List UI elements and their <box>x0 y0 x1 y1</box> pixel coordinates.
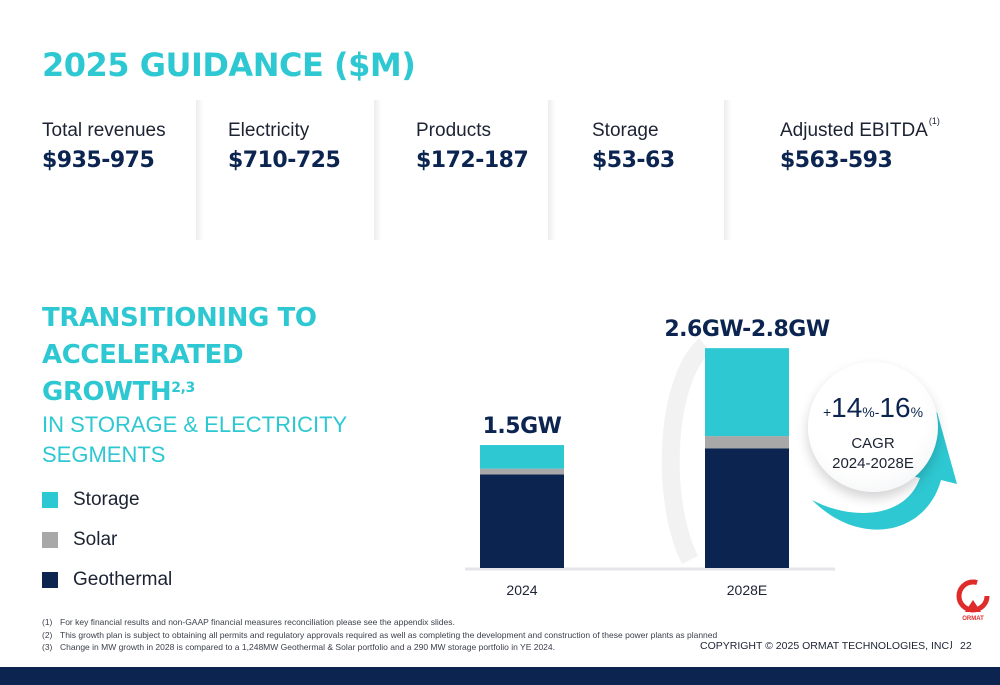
kpi-label: Total revenues <box>42 120 166 141</box>
kpi-products: Products $172-187 <box>416 120 529 173</box>
kpi-label: Products <box>416 120 491 141</box>
growth-arrow-icon <box>812 412 957 530</box>
footnote-number: (1) <box>42 617 53 627</box>
cagr-value: +14%-16% <box>808 392 938 424</box>
page-separator: I <box>950 640 953 651</box>
section-title-line: TRANSITIONING TO <box>42 303 317 333</box>
legend-label: Geothermal <box>73 569 173 590</box>
footnote-text: Change in MW growth in 2028 is compared … <box>60 642 555 652</box>
cagr-unit: % <box>910 404 924 420</box>
ormat-logo-icon <box>956 579 990 613</box>
bar-solar-2024 <box>480 468 564 475</box>
x-tick-label: 2024 <box>506 582 537 598</box>
logo-text: ORMAT <box>962 616 984 622</box>
footnote-ref: (1) <box>928 116 940 126</box>
x-tick-label: 2028E <box>727 582 767 598</box>
cagr-dash: - <box>874 404 880 420</box>
cagr-low: 14 <box>831 392 863 423</box>
footnote-ref: 2,3 <box>171 380 195 396</box>
footnote-text: This growth plan is subject to obtaining… <box>60 629 718 640</box>
bar-geothermal-2028e <box>705 448 789 568</box>
kpi-electricity: Electricity $710-725 <box>228 120 341 173</box>
kpi-storage: Storage $53-63 <box>592 120 675 173</box>
kpi-divider <box>724 100 732 240</box>
bar-geothermal-2024 <box>480 474 564 568</box>
kpi-label: Adjusted EBITDA(1) <box>780 116 940 142</box>
footnote-number: (2) <box>42 629 53 640</box>
footnote-text: For key financial results and non-GAAP f… <box>60 617 455 627</box>
section-title-line: ACCELERATED <box>42 340 244 370</box>
bar-total-label: 1.5GW <box>483 414 562 439</box>
kpi-row: Total revenues $935-975 Electricity $710… <box>0 100 1000 240</box>
kpi-label-text: Adjusted EBITDA <box>780 120 928 141</box>
kpi-value: $935-975 <box>42 148 155 173</box>
cagr-prefix: + <box>822 404 832 420</box>
kpi-divider <box>196 100 204 240</box>
decorative-shadow <box>661 338 712 565</box>
footnote: (1) For key financial results and non-GAA… <box>42 616 717 629</box>
kpi-adjusted-ebitda: Adjusted EBITDA(1) $563-593 <box>780 116 940 173</box>
legend-label: Solar <box>73 529 118 550</box>
bar-total-label: 2.6GW-2.8GW <box>664 317 829 342</box>
section-title-line-text: GROWTH <box>42 377 172 407</box>
kpi-divider <box>548 100 556 240</box>
legend-swatch <box>42 572 58 588</box>
footnote: (2) This growth plan is subject to obtain… <box>42 629 717 642</box>
section-title: TRANSITIONING TO ACCELERATED GROWTH2,3 <box>42 300 317 411</box>
kpi-value: $172-187 <box>416 148 529 173</box>
footnotes: (1) For key financial results and non-GAA… <box>42 616 717 654</box>
kpi-label: Storage <box>592 120 659 141</box>
legend-swatch <box>42 532 58 548</box>
cagr-label-line: CAGR <box>851 435 895 452</box>
legend-item-geothermal: Geothermal <box>42 569 173 590</box>
legend-swatch <box>42 492 58 508</box>
copyright: COPYRIGHT © 2025 ORMAT TECHNOLOGIES, INC… <box>700 640 953 652</box>
bar-storage-2024 <box>480 445 564 469</box>
cagr-label-line: 2024-2028E <box>832 455 914 472</box>
section-subtitle: IN STORAGE & ELECTRICITY SEGMENTS <box>42 412 347 467</box>
kpi-total-revenues: Total revenues $935-975 <box>42 120 166 173</box>
cagr-badge: +14%-16% CAGR 2024-2028E <box>808 362 938 492</box>
kpi-value: $563-593 <box>780 148 893 173</box>
cagr-high: 16 <box>879 392 911 423</box>
cagr-unit: % <box>862 404 875 420</box>
footnote: (3) Change in MW growth in 2028 is compar… <box>42 641 717 654</box>
page-title: 2025 GUIDANCE ($M) <box>42 46 416 84</box>
page-number: 22 <box>960 640 972 652</box>
legend-item-solar: Solar <box>42 529 172 550</box>
chart-legend: Storage Solar Geothermal <box>42 489 173 610</box>
kpi-value: $710-725 <box>228 148 341 173</box>
section-title-line: GROWTH2,3 <box>42 374 317 411</box>
kpi-value: $53-63 <box>592 148 675 173</box>
legend-item-storage: Storage <box>42 489 172 510</box>
footer-bar <box>0 667 1000 685</box>
footnote-number: (3) <box>42 642 53 652</box>
cagr-label: CAGR 2024-2028E <box>808 434 938 474</box>
bar-storage-2028e <box>705 348 789 437</box>
bar-solar-2028e <box>705 436 789 449</box>
kpi-divider <box>374 100 382 240</box>
kpi-label: Electricity <box>228 120 310 141</box>
legend-label: Storage <box>73 489 140 510</box>
